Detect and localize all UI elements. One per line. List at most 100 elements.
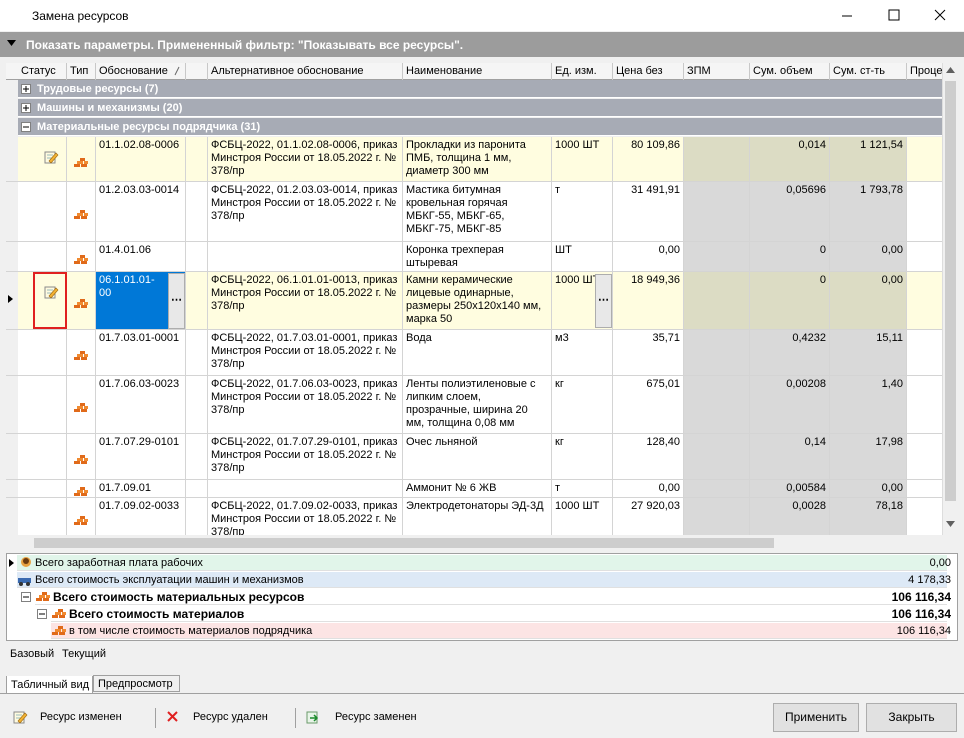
cell: 675,01 [613,376,684,434]
legend-label: Ресурс изменен [40,711,122,723]
resource-type-icon [73,208,89,225]
cell: 0 [750,242,830,272]
cell: 01.7.03.01-0001 [96,330,186,376]
resource-type-icon [73,453,89,470]
resource-type-icon [73,156,89,173]
status-changed-icon [43,285,59,302]
tab[interactable]: Табличный вид [6,676,93,694]
summary-row [35,589,947,605]
vertical-scrollbar[interactable] [942,63,958,535]
cell: 0, [907,376,942,434]
column-header[interactable]: Альтернативное обоснование [208,63,403,80]
horizontal-scrollbar[interactable] [18,535,958,551]
group-row[interactable] [18,80,942,98]
divider [0,693,964,694]
row-indicator [6,376,18,434]
cell [18,242,67,272]
cell [18,330,67,376]
ellipsis-button[interactable]: ⋯ [595,274,612,328]
cell: ФСБЦ-2022, 01.7.03.01-0001, приказ Минст… [208,330,403,376]
cell [18,137,67,182]
cell: ФСБЦ-2022, 01.7.09.02-0033, приказ Минст… [208,498,403,535]
window-controls[interactable] [838,8,958,24]
close-button[interactable]: Закрыть [866,703,957,732]
column-header[interactable]: Наименование [403,63,552,80]
column-header[interactable]: Обоснование [96,63,186,80]
footer: Ресурс изменен Ресурс удален Ресурс замене… [0,698,964,738]
cell: 0,05696 [750,182,830,242]
cell: 18 949,36 [613,272,684,330]
summary-row [17,555,947,571]
group-row[interactable] [18,99,942,117]
status-changed-icon [43,150,59,167]
resource-type-icon [73,401,89,418]
group-row[interactable] [18,118,942,136]
cell [907,272,942,330]
cell: ФСБЦ-2022, 06.1.01.01-0013, приказ Минст… [208,272,403,330]
apply-button[interactable]: Применить [773,703,859,732]
resource-grid: Статус Тип Обоснование Альтернативное обосн… [6,63,942,535]
filter-text: Показать параметры. Примененный фильтр: … [26,38,464,52]
group-title: Трудовые ресурсы (7) [37,83,159,95]
cell: 31 491,91 [613,182,684,242]
ellipsis-button[interactable]: ⋯ [168,273,185,329]
row-indicator [6,498,18,535]
column-header[interactable]: ЗПМ [684,63,750,80]
summary-label: Всего стоимость материальных ресурсов [53,590,305,604]
cell: 15,11 [830,330,907,376]
filter-bar[interactable]: Показать параметры. Примененный фильтр: … [0,32,964,57]
column-header[interactable]: Ед. изм. [552,63,613,80]
cell: 1,40 [830,376,907,434]
tab[interactable]: Базовый [10,648,55,660]
tab[interactable]: Текущий [62,648,106,660]
cell: 1000 ШТ [552,498,613,535]
summary-icon [19,556,35,573]
tab[interactable]: Предпросмотр [93,675,180,692]
column-header[interactable]: Сум. объем [750,63,830,80]
header-row [6,63,942,80]
expander [21,122,31,135]
summary-panel: Всего заработная плата рабочих 0,00 Всего … [6,553,958,641]
cell [186,182,208,242]
column-header[interactable]: Тип [67,63,96,80]
header-cell [186,63,208,80]
cell [208,480,403,498]
cell: ШТ [552,242,613,272]
group-title: Машины и механизмы (20) [37,102,183,114]
column-header[interactable]: Статус [18,63,67,80]
column-header[interactable]: Цена без [613,63,684,80]
summary-icon [35,590,51,607]
expander [21,103,31,116]
cell: 0,00584 [750,480,830,498]
summary-value: 4 178,33 [908,574,951,586]
expand-arrow [9,559,15,571]
cell [18,480,67,498]
collapse-arrow [7,40,16,46]
cell [684,330,750,376]
cell [18,376,67,434]
cell: 1, [907,182,942,242]
cell [186,376,208,434]
cell: 1000 ШТ [552,137,613,182]
cell [684,376,750,434]
view-tabs: Табличный вид Предпросмотр [6,675,206,694]
row-indicator [6,272,18,330]
column-header[interactable]: Сум. ст-ть [830,63,907,80]
cell: 80 109,86 [613,137,684,182]
cell: 0,014 [750,137,830,182]
cell: ФСБЦ-2022, 01.7.07.29-0101, приказ Минст… [208,434,403,480]
cell [684,498,750,535]
sort-indicator [174,66,182,79]
cell: 0,14 [750,434,830,480]
summary-label: в том числе стоимость материалов подрядч… [69,625,313,637]
cell: 17,98 [830,434,907,480]
cell: 01.7.07.29-0101 [96,434,186,480]
summary-label: Всего заработная плата рабочих [35,557,203,569]
cell [186,498,208,535]
resource-type-icon [73,485,89,502]
cell: 0,4232 [750,330,830,376]
cell: 1 121,54 [830,137,907,182]
cell: Камни керамические лицевые одинарные, ра… [403,272,552,330]
column-header[interactable]: Проце [907,63,942,80]
